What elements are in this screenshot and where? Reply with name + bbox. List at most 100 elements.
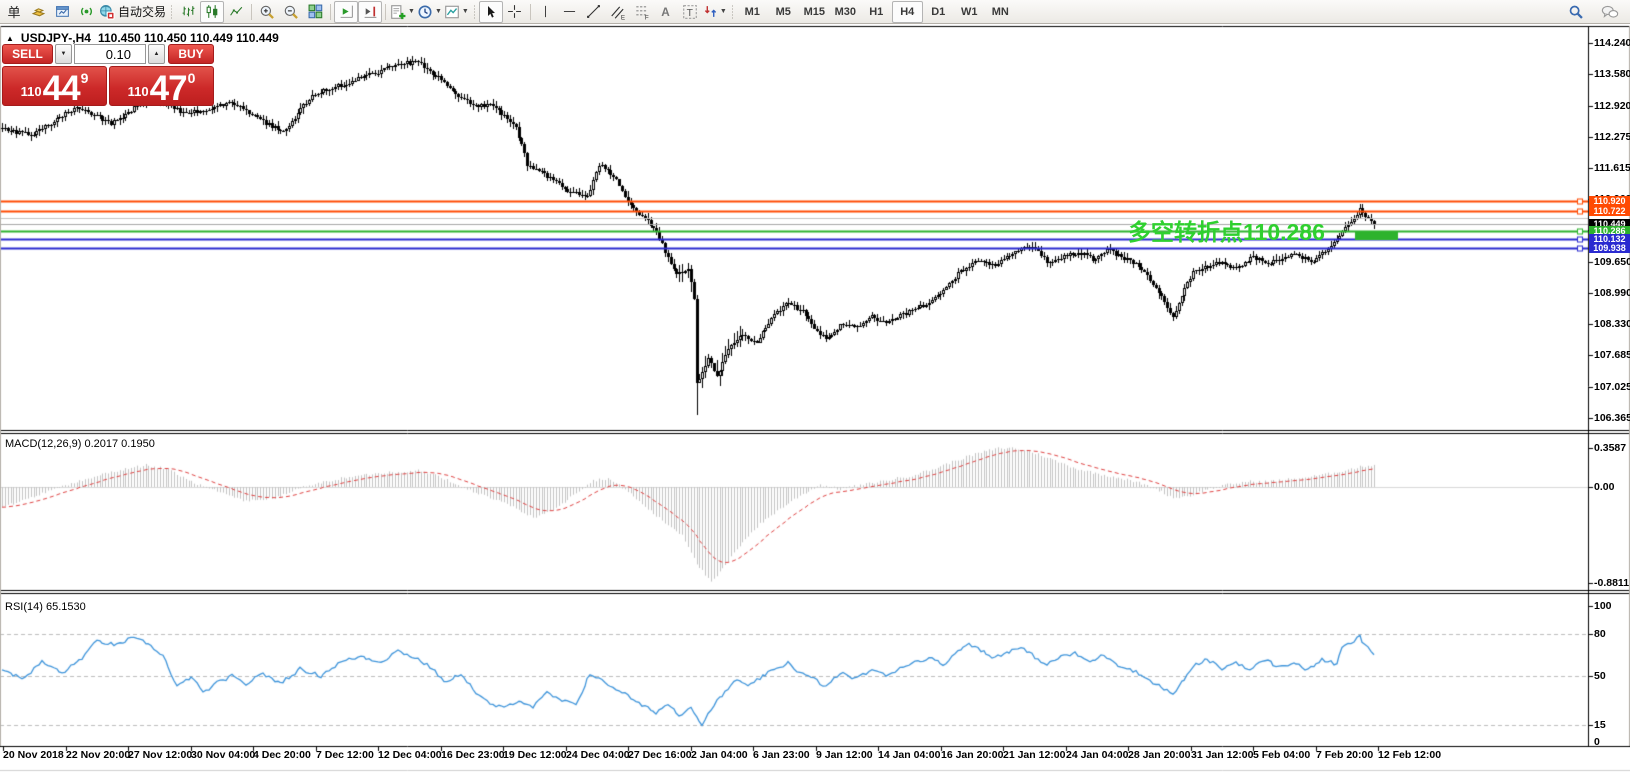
vertical-line-icon <box>539 4 552 19</box>
toolbar-grip[interactable] <box>169 3 175 20</box>
autotrading-label: 自动交易 <box>118 5 167 19</box>
axis-tick-label: 0 <box>1594 736 1600 748</box>
horizontal-line-button[interactable] <box>558 1 582 23</box>
zoom-in-icon <box>259 4 275 20</box>
time-label: 7 Dec 12:00 <box>316 749 374 761</box>
templates-button[interactable]: ▼ <box>443 1 470 23</box>
text-button[interactable]: A <box>654 1 678 23</box>
chevron-down-icon: ▼ <box>461 8 469 15</box>
axis-tick-label: 108.990 <box>1594 287 1630 299</box>
time-label: 20 Nov 2018 <box>3 749 64 761</box>
timeframes-button[interactable]: ▼ <box>416 1 443 23</box>
time-label: 28 Jan 20:00 <box>1128 749 1191 761</box>
period-m5[interactable]: M5 <box>775 5 791 18</box>
period-m30[interactable]: M30 <box>834 5 856 18</box>
main-chart-pane[interactable] <box>0 26 1588 430</box>
zoom-in-button[interactable] <box>255 1 279 23</box>
line-chart-button[interactable] <box>224 1 248 23</box>
toolbar-grip[interactable] <box>471 3 477 20</box>
time-label: 19 Dec 12:00 <box>503 749 567 761</box>
axis-tick-label: 108.330 <box>1594 318 1630 330</box>
time-label: 14 Jan 04:00 <box>878 749 941 761</box>
chat-button[interactable] <box>1598 1 1622 23</box>
fibonacci-button[interactable]: F <box>630 1 654 23</box>
search-button[interactable] <box>1564 1 1588 23</box>
text-label-button[interactable]: T <box>678 1 702 23</box>
candlestick-chart-button[interactable] <box>200 0 225 23</box>
period-h4[interactable]: H4 <box>891 0 923 23</box>
period-d1[interactable]: D1 <box>931 5 946 18</box>
equidistant-channel-button[interactable]: E <box>606 1 630 23</box>
tile-windows-button[interactable] <box>303 1 327 23</box>
crosshair-button[interactable] <box>503 1 527 23</box>
time-label: 24 Jan 04:00 <box>1066 749 1129 761</box>
volume-input[interactable]: 0.10 <box>74 44 146 64</box>
axis-tick-label: 114.240 <box>1594 37 1630 49</box>
macd-pane[interactable] <box>0 434 1588 590</box>
collapse-panel-arrow-icon[interactable]: ▲ <box>6 33 14 43</box>
time-label: 30 Nov 04:00 <box>191 749 256 761</box>
time-label: 7 Feb 20:00 <box>1316 749 1374 761</box>
market-watch-button[interactable] <box>26 1 50 23</box>
gold-bars-icon <box>31 4 46 19</box>
chart-shift-button[interactable] <box>358 0 383 23</box>
period-w1[interactable]: W1 <box>961 5 978 18</box>
time-label: 12 Feb 12:00 <box>1378 749 1442 761</box>
buy-button[interactable]: BUY <box>168 44 214 64</box>
volume-increase-button[interactable]: ▲ <box>148 44 165 64</box>
chart-window-icon <box>55 4 70 19</box>
autotrading-button[interactable]: 自动交易 <box>98 1 167 23</box>
new-order-button[interactable]: 单 <box>2 1 26 23</box>
time-label: 5 Feb 04:00 <box>1253 749 1311 761</box>
sell-button[interactable]: SELL <box>2 44 53 64</box>
bar-chart-button[interactable] <box>176 1 200 23</box>
period-m15[interactable]: M15 <box>803 5 825 18</box>
axis-tick-label: 107.025 <box>1594 381 1630 393</box>
vertical-line-button[interactable] <box>534 1 558 23</box>
channel-icon: E <box>610 4 626 20</box>
new-chart-button[interactable] <box>50 1 74 23</box>
zoom-out-button[interactable] <box>279 1 303 23</box>
trendline-button[interactable] <box>582 1 606 23</box>
period-m1[interactable]: M1 <box>744 5 760 18</box>
time-label: 4 Dec 20:00 <box>253 749 311 761</box>
axis-tick-label: 112.920 <box>1594 100 1630 112</box>
fibonacci-icon: F <box>634 4 650 20</box>
buy-price-tile[interactable]: 110 47 0 <box>109 66 214 106</box>
auto-scroll-icon <box>339 4 354 19</box>
axis-tick-label: 15 <box>1594 719 1606 731</box>
rsi-label: RSI(14) 65.1530 <box>5 601 86 613</box>
timeframe-bar: M1 M5 M15 M30 H1 H4 D1 W1 MN <box>737 0 1016 23</box>
chart-shift-icon <box>363 4 378 19</box>
sell-price-tile[interactable]: 110 44 9 <box>2 66 107 106</box>
axis-tick-label: 106.365 <box>1594 412 1630 424</box>
chevron-down-icon: ▼ <box>434 8 442 15</box>
toolbar-grip[interactable] <box>729 3 735 20</box>
rsi-pane[interactable] <box>0 594 1588 746</box>
period-mn[interactable]: MN <box>991 5 1009 18</box>
volume-decrease-button[interactable]: ▼ <box>55 44 72 64</box>
sell-price-prefix: 110 <box>20 84 42 99</box>
price-tag: 110.449 <box>1589 219 1630 229</box>
period-h1[interactable]: H1 <box>869 5 884 18</box>
signals-button[interactable] <box>74 1 98 23</box>
auto-scroll-button[interactable] <box>334 0 359 23</box>
price-tag: 110.286 <box>1589 226 1630 236</box>
arrows-button[interactable]: ▼ <box>702 1 728 23</box>
horizontal-line-icon <box>562 5 577 18</box>
axis-tick-label: 80 <box>1594 628 1606 640</box>
time-label: 16 Jan 20:00 <box>941 749 1004 761</box>
svg-text:T: T <box>686 8 693 19</box>
buy-price-big: 47 <box>149 69 188 108</box>
ohlc-values: 110.450 110.450 110.449 110.449 <box>97 31 279 45</box>
indicators-button[interactable]: ▼ <box>389 1 416 23</box>
axis-tick-label: -0.8811 <box>1594 577 1630 589</box>
autotrading-globe-icon <box>99 4 115 20</box>
crosshair-icon <box>507 4 522 19</box>
price-tag: 109.938 <box>1589 243 1630 253</box>
svg-text:E: E <box>621 14 625 20</box>
cursor-button[interactable] <box>478 0 503 23</box>
axis-tick-label: 107.685 <box>1594 349 1630 361</box>
price-tag: 110.920 <box>1589 196 1630 206</box>
